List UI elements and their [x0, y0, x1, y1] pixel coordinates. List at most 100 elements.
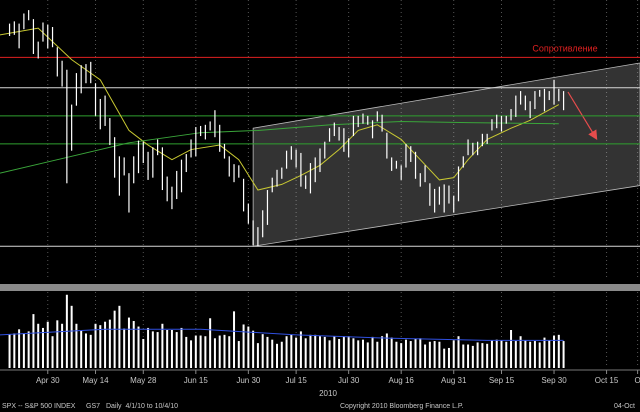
volume-bar — [127, 317, 130, 368]
footer-date: 04-Oct — [614, 403, 635, 410]
volume-bar — [228, 336, 231, 368]
volume-bar — [562, 341, 565, 368]
volume-bar — [166, 330, 169, 368]
volume-bar — [32, 314, 35, 368]
volume-bar — [290, 334, 293, 368]
volume-bar — [247, 326, 250, 368]
volume-bar — [400, 343, 403, 368]
volume-bar — [395, 341, 398, 368]
volume-bar — [338, 338, 341, 368]
footer-range: Daily 4/1/10 to 10/4/10 — [106, 403, 178, 410]
volume-bar — [204, 336, 207, 368]
volume-bar — [414, 338, 417, 368]
volume-bar — [280, 341, 283, 368]
x-tick-label: Jul 15 — [285, 376, 307, 385]
volume-bar — [123, 328, 126, 368]
volume-bar — [223, 334, 226, 368]
x-tick-label: Jul 30 — [338, 376, 360, 385]
volume-bar — [366, 342, 369, 368]
volume-bar — [218, 335, 221, 368]
volume-bar — [285, 336, 288, 368]
volume-bar — [495, 339, 498, 368]
volume-average — [0, 328, 564, 341]
volume-bar — [266, 336, 269, 368]
volume-bar — [481, 343, 484, 368]
volume-bar — [381, 336, 384, 368]
volume-bar — [190, 340, 193, 368]
volume-bar — [56, 320, 59, 368]
volume-bar — [524, 340, 527, 368]
volume-bar — [37, 323, 40, 368]
volume-bar — [342, 336, 345, 368]
volume-bar — [80, 330, 83, 368]
x-tick-label: O — [634, 376, 640, 385]
volume-bar — [108, 319, 111, 368]
volume-bar — [457, 336, 460, 368]
volume-bar — [118, 305, 121, 368]
volume-bar — [89, 334, 92, 368]
volume-bar — [304, 338, 307, 368]
volume-bar — [151, 331, 154, 368]
volume-bar — [75, 323, 78, 368]
volume-bar — [452, 340, 455, 368]
volume-bar — [142, 338, 145, 368]
volume-bar — [209, 318, 212, 368]
moving-average — [0, 120, 559, 174]
volume-bar — [194, 335, 197, 368]
volume-bar — [256, 343, 259, 368]
volume-bar — [376, 341, 379, 368]
volume-bar — [156, 332, 159, 368]
volume-bar — [137, 326, 140, 368]
volume-bar — [533, 341, 536, 368]
volume-bar — [510, 330, 513, 368]
x-tick-label: Sep 30 — [541, 376, 567, 385]
volume-bar — [180, 327, 183, 368]
volume-bar — [557, 334, 560, 368]
volume-bar — [529, 341, 532, 368]
volume-bar — [538, 342, 541, 368]
volume-bar — [467, 344, 470, 368]
volume-bar — [371, 336, 374, 368]
volume-bar — [428, 341, 431, 368]
volume-bar — [543, 337, 546, 368]
volume-bar — [333, 336, 336, 368]
volume-bar — [424, 344, 427, 368]
volume-bar — [295, 337, 298, 368]
volume-bar — [548, 340, 551, 368]
footer-code: GS7 — [86, 403, 100, 410]
volume-bar — [132, 321, 135, 368]
volume-bar — [438, 341, 441, 368]
volume-bar — [252, 330, 255, 368]
volume-bar — [328, 340, 331, 368]
level-label: Сопротивление — [532, 44, 597, 54]
x-tick-label: May 28 — [130, 376, 157, 385]
volume-bar — [462, 344, 465, 368]
x-tick-label: Jun 30 — [236, 376, 261, 385]
volume-bar — [419, 338, 422, 368]
volume-bar — [299, 331, 302, 368]
volume-bar — [471, 345, 474, 368]
trend-channel — [252, 62, 640, 247]
volume-bar — [70, 305, 73, 368]
volume-bar — [170, 330, 173, 368]
x-tick-label: Aug 16 — [389, 376, 415, 385]
volume-bar — [514, 341, 517, 368]
volume-bar — [276, 343, 279, 368]
volume-bar — [553, 335, 556, 368]
volume-bar — [94, 323, 97, 368]
trend-arrow — [567, 91, 598, 141]
volume-bar — [385, 333, 388, 368]
volume-bar — [352, 338, 355, 368]
volume-bar — [409, 341, 412, 368]
volume-bar — [161, 323, 164, 368]
volume-bar — [99, 325, 102, 368]
volume-bar — [447, 347, 450, 368]
x-tick-label: Sep 15 — [489, 376, 515, 385]
volume-bar — [271, 339, 274, 368]
x-tick-label: Jun 15 — [184, 376, 209, 385]
volume-bar — [404, 339, 407, 368]
x-tick-label: Oct 15 — [595, 376, 619, 385]
footer-ticker: SPX -- S&P 500 INDEX — [2, 403, 76, 410]
